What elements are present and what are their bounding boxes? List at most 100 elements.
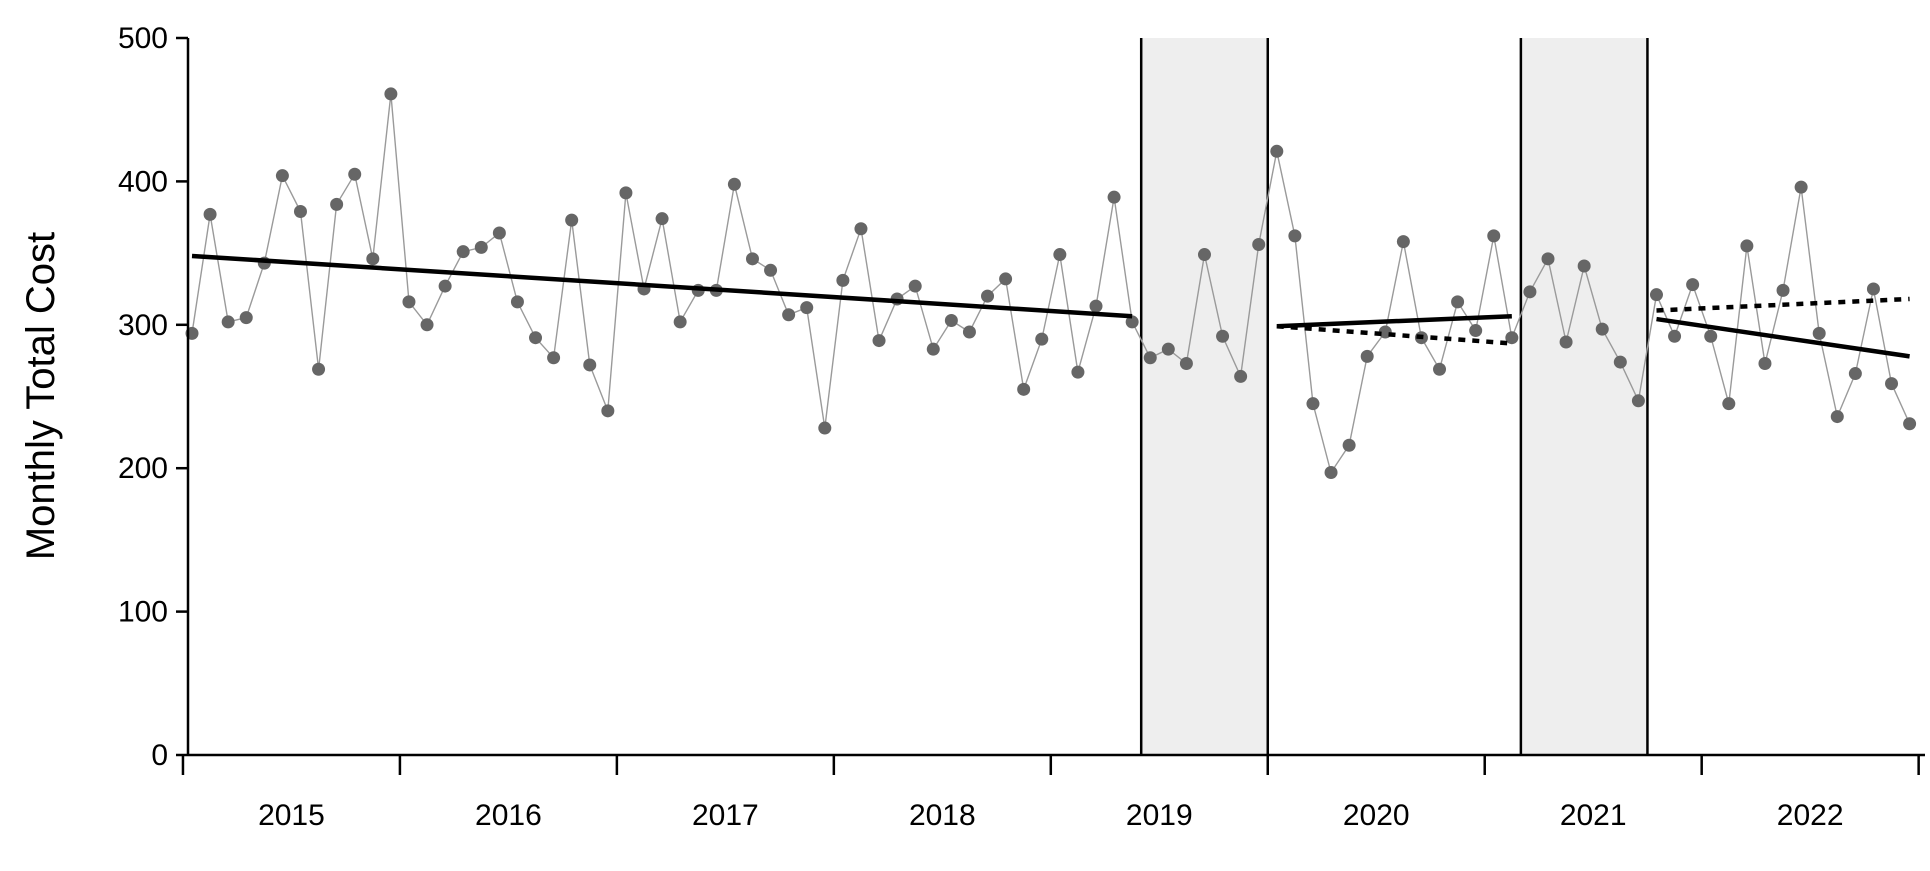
data-point: [1107, 190, 1121, 204]
data-point: [999, 272, 1013, 286]
data-point: [854, 222, 868, 236]
data-point: [1324, 466, 1338, 480]
data-point: [1017, 382, 1031, 396]
data-point: [510, 295, 524, 309]
data-point: [1396, 235, 1410, 249]
data-point: [1722, 397, 1736, 411]
data-point: [944, 313, 958, 327]
shaded-period: [1520, 38, 1648, 755]
data-point: [239, 311, 253, 325]
data-point: [293, 205, 307, 219]
data-point: [1360, 349, 1374, 363]
data-point: [1089, 299, 1103, 313]
data-point: [962, 325, 976, 339]
data-point: [1270, 144, 1284, 158]
data-point: [275, 169, 289, 183]
data-point: [800, 301, 814, 315]
data-point: [1451, 295, 1465, 309]
data-point: [981, 289, 995, 303]
data-point: [1613, 355, 1627, 369]
data-point: [1812, 326, 1826, 340]
data-point: [203, 207, 217, 221]
y-tick-label: 300: [118, 309, 168, 342]
data-point: [529, 331, 543, 345]
y-tick-label: 100: [118, 596, 168, 629]
shaded-periods: [1139, 38, 1649, 755]
data-point: [1885, 377, 1899, 391]
data-point: [1433, 362, 1447, 376]
x-tick-label: 2022: [1777, 799, 1844, 832]
trend-line-solid: [1656, 316, 1910, 359]
data-point: [1487, 229, 1501, 243]
data-point: [1776, 283, 1790, 297]
data-point: [1161, 342, 1175, 356]
data-point: [1342, 438, 1356, 452]
data-point: [1848, 367, 1862, 381]
data-point: [312, 362, 326, 376]
x-tick-label: 2017: [692, 799, 759, 832]
data-point: [673, 315, 687, 329]
data-point: [764, 263, 778, 277]
data-point: [366, 252, 380, 266]
data-point: [1469, 324, 1483, 338]
data-point: [1668, 329, 1682, 343]
data-point: [1071, 365, 1085, 379]
data-point: [1035, 332, 1049, 346]
data-point: [221, 315, 235, 329]
x-tick-label: 2015: [258, 799, 325, 832]
data-point: [1903, 417, 1917, 431]
data-point: [1234, 369, 1248, 383]
data-point: [492, 226, 506, 240]
data-point: [619, 186, 633, 200]
y-tick-label: 400: [118, 165, 168, 198]
data-point: [908, 279, 922, 293]
data-point: [1179, 357, 1193, 371]
data-point: [1866, 282, 1880, 296]
data-point: [456, 245, 470, 259]
data-point: [1704, 329, 1718, 343]
data-point: [565, 213, 579, 227]
data-point: [348, 167, 362, 181]
data-point: [1794, 180, 1808, 194]
x-tick-label: 2020: [1343, 799, 1410, 832]
data-point: [402, 295, 416, 309]
x-tick-label: 2018: [909, 799, 976, 832]
y-axis-title: Monthly Total Cost: [19, 232, 63, 560]
x-tick-label: 2019: [1126, 799, 1193, 832]
data-point: [1631, 394, 1645, 408]
data-point: [1523, 285, 1537, 299]
data-point: [438, 279, 452, 293]
y-tick-label: 0: [151, 739, 168, 772]
data-point: [1505, 331, 1519, 345]
data-point: [782, 308, 796, 322]
data-point: [330, 197, 344, 211]
x-tick-label: 2021: [1560, 799, 1627, 832]
data-point: [583, 358, 597, 372]
data-point: [547, 351, 561, 365]
data-point: [1595, 322, 1609, 336]
data-point: [655, 212, 669, 226]
data-point: [1197, 248, 1211, 262]
data-point: [1577, 259, 1591, 273]
data-point: [1306, 397, 1320, 411]
data-point: [836, 273, 850, 287]
data-point: [1740, 239, 1754, 253]
axes: 0 100 200 300 400 500 2015 2016 2017 2018 2019 2020…: [118, 22, 1925, 832]
shaded-period: [1141, 38, 1268, 755]
data-point: [384, 87, 398, 101]
data-point: [745, 252, 759, 266]
y-tick-label: 500: [118, 22, 168, 55]
data-point: [1053, 248, 1067, 262]
data-point: [1288, 229, 1302, 243]
data-point: [1758, 357, 1772, 371]
trend-lines: [191, 253, 1910, 359]
data-point: [1541, 252, 1555, 266]
data-point: [1686, 278, 1700, 292]
data-point: [1649, 288, 1663, 302]
data-point: [1830, 410, 1844, 424]
data-point: [1252, 237, 1266, 251]
data-point: [926, 342, 940, 356]
data-point: [420, 318, 434, 332]
